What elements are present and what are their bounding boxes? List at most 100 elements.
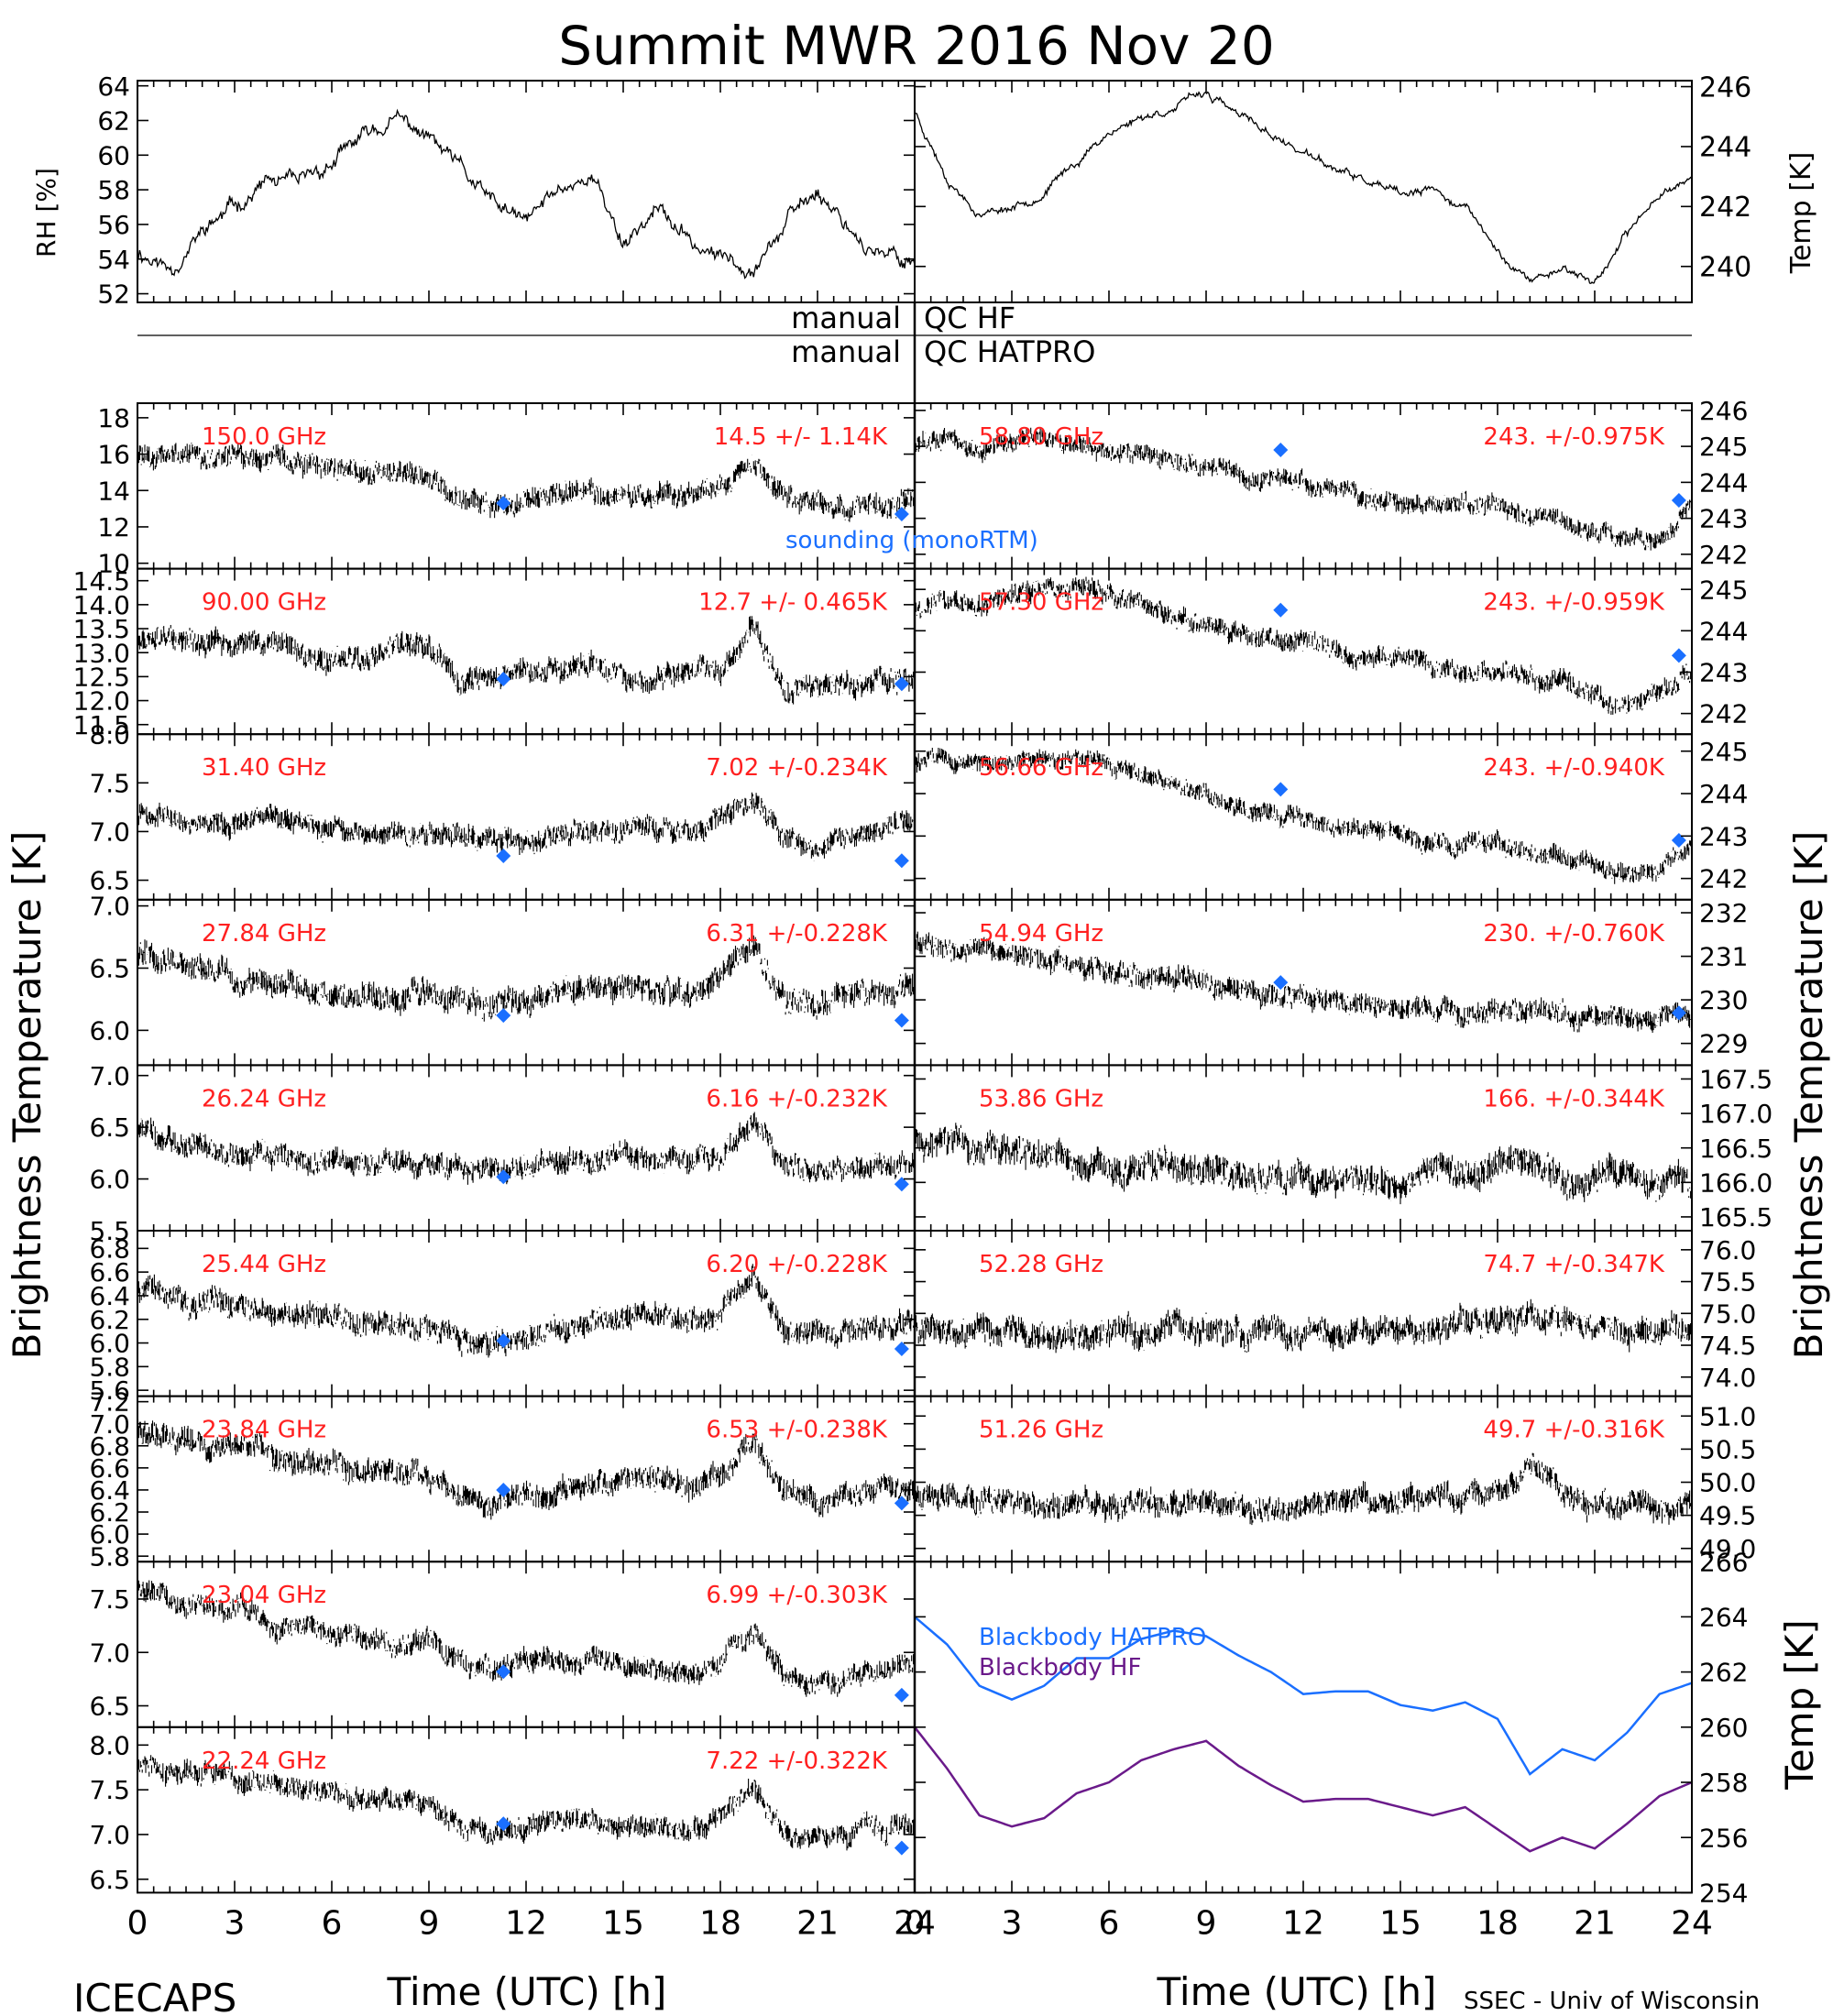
ch-26-trace [137, 1112, 916, 1185]
ch-23-84-ytick-label: 5.8 [89, 1541, 130, 1572]
ch-56-ytick-label: 245 [1699, 737, 1748, 767]
ch-90-ytick-label: 13.5 [73, 614, 130, 644]
ch-22-ytick-label: 7.5 [89, 1775, 130, 1805]
ch-51-stat-label: 49.7 +/-0.316K [1483, 1417, 1665, 1444]
temp-y-axis-label: Temp [K] [1785, 152, 1817, 275]
ch-51-ytick-label: 49.0 [1699, 1534, 1756, 1564]
blackbody-ytick-label: 266 [1699, 1547, 1748, 1577]
blackbody-ytick-label: 256 [1699, 1823, 1748, 1853]
ch-57-ytick-label: 244 [1699, 616, 1748, 646]
right-x-tick-label: 12 [1282, 1904, 1324, 1942]
ch-58-frequency-label: 58.80 GHz [979, 423, 1103, 451]
ch-26-stat-label: 6.16 +/-0.232K [706, 1085, 888, 1112]
ch-23-84-ytick-label: 6.6 [89, 1453, 130, 1484]
right-y-axis-label: Brightness Temperature [K] [1786, 831, 1831, 1360]
ch-31-ytick-label: 7.5 [89, 768, 130, 798]
ch-52-frequency-label: 52.28 GHz [979, 1251, 1103, 1278]
ch-90-ytick-label: 13.0 [73, 638, 130, 668]
temp-panel-frame [914, 80, 1693, 303]
chart-text: 525456586062642402422442461012141618150.… [73, 71, 1773, 1943]
ch-51-trace [914, 1452, 1693, 1526]
ch-52-trace [914, 1298, 1693, 1353]
ch-22-stat-label: 7.22 +/-0.322K [706, 1748, 888, 1775]
ch-22-sounding-point [496, 1816, 511, 1832]
ch-26-ytick-label: 6.0 [89, 1165, 130, 1195]
ch-56-ytick-label: 243 [1699, 821, 1748, 851]
right-x-tick-label: 3 [1002, 1904, 1023, 1942]
ch-57-sounding-point [1273, 602, 1289, 618]
footer-left: ICECAPS [73, 1976, 236, 2016]
ch-51-ytick-label: 51.0 [1699, 1401, 1756, 1431]
left-x-tick-label: 21 [796, 1904, 839, 1942]
rh-ytick-label: 54 [97, 245, 130, 275]
qc-hf-label-left: manual [791, 301, 901, 335]
left-x-tick-label: 0 [127, 1904, 148, 1942]
ch-51-ytick-label: 49.5 [1699, 1501, 1756, 1531]
qc-hatpro-label-right: QC HATPRO [924, 334, 1095, 369]
ch-23-84-stat-label: 6.53 +/-0.238K [706, 1417, 888, 1444]
ch-150-stat-label: 14.5 +/- 1.14K [714, 423, 888, 451]
ch-52-ytick-label: 75.5 [1699, 1267, 1756, 1298]
ch-31-ytick-label: 8.0 [89, 719, 130, 750]
ch-22-frequency-label: 22.24 GHz [202, 1748, 326, 1775]
sounding-legend: sounding (monoRTM) [785, 527, 1038, 554]
ch-27-ytick-label: 6.5 [89, 954, 130, 984]
ch-57-stat-label: 243. +/-0.959K [1483, 589, 1665, 617]
ch-57-ytick-label: 245 [1699, 575, 1748, 605]
ch-52-stat-label: 74.7 +/-0.347K [1483, 1251, 1665, 1278]
right-x-tick-label: 15 [1379, 1904, 1421, 1942]
ch-54-ytick-label: 232 [1699, 898, 1748, 928]
rh-ytick-label: 52 [97, 279, 130, 310]
ch-53-ytick-label: 167.0 [1699, 1099, 1773, 1129]
ch-54-ytick-label: 231 [1699, 942, 1748, 972]
rh-series-line [137, 108, 916, 279]
ch-26-sounding-point [496, 1169, 511, 1185]
ch-31-sounding-point [496, 848, 511, 863]
ch-54-sounding-point [1671, 1005, 1686, 1021]
ch-31-trace [137, 792, 916, 861]
ch-53-trace [914, 1123, 1693, 1205]
ch-31-frequency-label: 31.40 GHz [202, 754, 326, 782]
left-x-tick-label: 15 [602, 1904, 644, 1942]
blackbody-ytick-label: 260 [1699, 1713, 1748, 1743]
ch-57-sounding-point [1671, 648, 1686, 663]
ch-90-trace [137, 616, 916, 705]
ch-31-stat-label: 7.02 +/-0.234K [706, 754, 888, 782]
temp-series-line [914, 91, 1693, 285]
left-x-tick-label: 6 [322, 1904, 343, 1942]
ch-25-44-ytick-label: 6.6 [89, 1257, 130, 1287]
ch-150-ytick-label: 18 [97, 403, 130, 433]
ch-90-ytick-label: 14.0 [73, 590, 130, 620]
ch-26-ytick-label: 6.5 [89, 1112, 130, 1143]
blackbody-hf-legend: Blackbody HF [979, 1654, 1141, 1682]
ch-150-sounding-point [496, 496, 511, 511]
ch-23-04-sounding-point [894, 1687, 909, 1703]
ch-27-trace [137, 935, 916, 1022]
data-traces [137, 91, 1693, 1856]
ch-90-sounding-point [894, 676, 909, 692]
right-x-tick-label: 6 [1099, 1904, 1120, 1942]
ch-56-sounding-point [1671, 832, 1686, 848]
figure-title: Summit MWR 2016 Nov 20 [558, 15, 1274, 77]
ch-90-frequency-label: 90.00 GHz [202, 589, 326, 617]
left-x-tick-label: 24 [894, 1904, 936, 1942]
ch-22-ytick-label: 8.0 [89, 1730, 130, 1760]
ch-23-84-ytick-label: 6.8 [89, 1431, 130, 1462]
rh-y-axis-label: RH [%] [31, 168, 61, 257]
ch-56-frequency-label: 56.66 GHz [979, 754, 1103, 782]
ch-23-84-ytick-label: 6.0 [89, 1519, 130, 1550]
ch-90-ytick-label: 12.0 [73, 686, 130, 717]
ch-150-trace [137, 443, 916, 522]
rh-ytick-label: 62 [97, 106, 130, 137]
rh-ytick-label: 58 [97, 175, 130, 205]
ch-31-sounding-point [894, 853, 909, 869]
blackbody-ytick-label: 262 [1699, 1658, 1748, 1688]
ch-54-ytick-label: 230 [1699, 985, 1748, 1015]
ch-150-frequency-label: 150.0 GHz [202, 423, 326, 451]
ch-56-ytick-label: 244 [1699, 779, 1748, 809]
ch-25-44-ytick-label: 6.8 [89, 1233, 130, 1264]
blackbody-ytick-label: 264 [1699, 1602, 1748, 1632]
ch-58-ytick-label: 244 [1699, 467, 1748, 498]
ch-22-ytick-label: 7.0 [89, 1820, 130, 1850]
ch-23-84-ytick-label: 7.2 [89, 1387, 130, 1418]
